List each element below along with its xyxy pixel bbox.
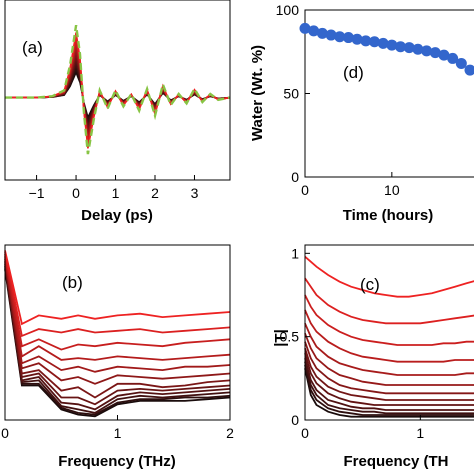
- panel-a-reference-series: [5, 25, 231, 155]
- panel-a-xtick-label: 3: [191, 185, 199, 201]
- panel-b: 0 1 2 (b) Frequency (THz): [1, 244, 234, 470]
- panel-d-point: [447, 52, 459, 64]
- panel-c-series: [304, 309, 474, 363]
- panel-c-series: [304, 256, 474, 298]
- panel-c-ytick-label: 0.5: [280, 329, 300, 345]
- panel-b-series: [4, 253, 231, 351]
- panel-a-frame: [4, 0, 231, 181]
- panel-b-series: [4, 257, 231, 373]
- panel-b-series: [4, 251, 231, 338]
- panel-b-xlabel: Frequency (THz): [58, 453, 176, 470]
- panel-d-ytick-label: 50: [283, 86, 299, 102]
- panel-a-xtick-label: 2: [151, 185, 159, 201]
- panel-d-point: [334, 31, 346, 43]
- panel-d-point: [386, 39, 398, 51]
- panel-d-ytick-label: 100: [276, 2, 300, 18]
- panel-c-series: [304, 294, 474, 346]
- panel-a-xlabel: Delay (ps): [81, 207, 153, 224]
- panel-c-series: [304, 361, 474, 415]
- panel-c-series: [304, 341, 474, 395]
- panel-d-point: [403, 42, 415, 54]
- panel-c-series: [304, 277, 474, 325]
- panel-d-point: [308, 25, 320, 37]
- panel-c-label: (c): [360, 275, 380, 294]
- panel-a-plot-area: [5, 25, 231, 155]
- panel-c-ticks: 0 1 0 0.5 1: [280, 245, 425, 441]
- panel-d-point: [455, 57, 467, 69]
- panel-d-point: [351, 33, 363, 45]
- panel-d-point: [429, 47, 441, 59]
- panel-c-ytick-label: 1: [291, 245, 299, 261]
- panel-b-series: [4, 255, 231, 361]
- panel-a-xtick-label: 0: [72, 185, 80, 201]
- panel-b-series: [4, 265, 231, 414]
- panel-b-plot-area: [4, 250, 231, 418]
- panel-d-point: [360, 35, 372, 47]
- panel-d-point: [316, 27, 328, 39]
- panel-a-xtick-label: 1: [112, 185, 120, 201]
- panel-d-xtick-label: 10: [384, 182, 400, 198]
- panel-d-xlabel: Time (hours): [343, 207, 434, 224]
- panel-b-xtick-label: 2: [226, 425, 234, 441]
- panel-c-frame: [304, 244, 474, 421]
- panel-b-frame: [4, 244, 231, 421]
- panel-b-x-ticks: 0 1 2: [1, 415, 234, 441]
- panel-c-xtick-label: 1: [416, 425, 424, 441]
- panel-c-xlabel: Frequency (TH: [343, 453, 448, 470]
- panel-b-series: [4, 260, 231, 399]
- panel-d-point: [342, 32, 354, 44]
- panel-c-series: [304, 348, 474, 401]
- panel-b-xtick-label: 1: [114, 425, 122, 441]
- panel-a-xtick-label: −1: [29, 185, 45, 201]
- panel-b-series: [4, 250, 231, 326]
- panel-c-series: [304, 364, 474, 416]
- panel-d-point: [421, 45, 433, 57]
- panel-d-point: [438, 49, 450, 61]
- panel-b-series: [4, 267, 231, 416]
- panel-d-point: [325, 29, 337, 41]
- panel-c-ytick-label: 0: [291, 412, 299, 428]
- panel-b-xtick-label: 0: [1, 425, 9, 441]
- panel-c-xtick-label: 0: [301, 425, 309, 441]
- panel-d-label: (d): [343, 63, 364, 82]
- panel-b-label: (b): [62, 273, 83, 292]
- panel-c-series: [304, 368, 474, 418]
- panel-d-point: [299, 22, 311, 34]
- panel-a-label: (a): [22, 38, 43, 57]
- panel-b-series: [4, 258, 231, 385]
- panel-a-x-ticks: −1 0 1 2 3: [29, 175, 199, 201]
- panel-c-ylabel: |T|: [272, 329, 289, 347]
- panel-d-ytick-label: 0: [291, 169, 299, 185]
- panel-d-ylabel: Water (Wt. %): [249, 45, 266, 141]
- panel-d-point: [377, 37, 389, 49]
- panel-b-series: [4, 269, 231, 418]
- panel-d-plot-area: [299, 22, 474, 76]
- panel-d-point: [395, 41, 407, 53]
- panel-c-series: [304, 353, 474, 406]
- panel-d-xtick-label: 0: [301, 182, 309, 198]
- panel-c: 0 1 0 0.5 1 (c) Frequency (TH |T|: [272, 244, 474, 470]
- panel-c-series: [304, 332, 474, 386]
- panel-a: −1 0 1 2 3 (a) Delay (ps): [4, 0, 231, 224]
- panel-b-series: [4, 262, 231, 406]
- panel-d-point: [412, 43, 424, 55]
- panel-c-plot-area: [304, 256, 474, 418]
- panel-c-series: [304, 322, 474, 376]
- panel-d-point: [464, 64, 474, 76]
- panel-d-point: [368, 36, 380, 48]
- panel-b-series: [4, 263, 231, 411]
- panel-c-series: [304, 358, 474, 411]
